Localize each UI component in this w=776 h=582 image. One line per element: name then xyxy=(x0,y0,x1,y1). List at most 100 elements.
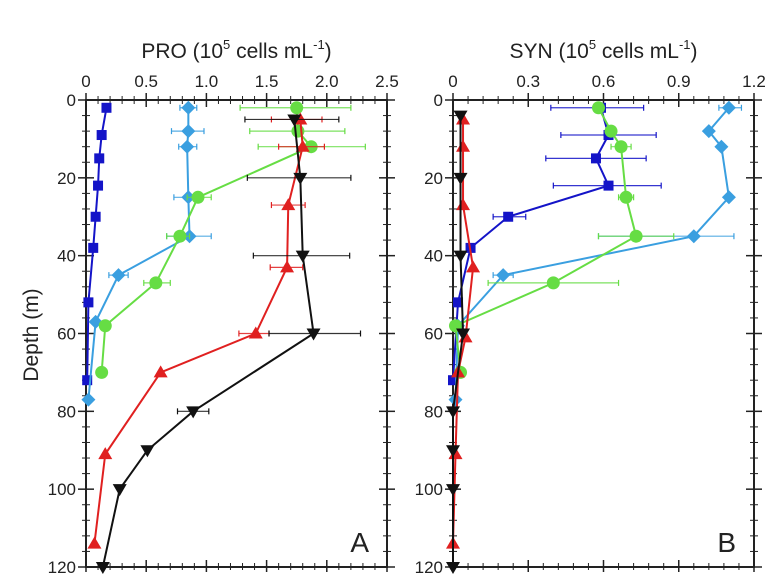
series-triangle-up xyxy=(87,112,325,549)
x-axis-title: PRO (105 cells mL-1) xyxy=(141,37,331,63)
y-tick-label: 60 xyxy=(424,325,443,344)
data-point-diamond xyxy=(181,124,196,139)
data-point-circle xyxy=(619,190,633,204)
data-point-triangle-up xyxy=(466,260,481,273)
panel-b: 0 0.3 0.6 0.9 1.2 0 20 40 60 80 100 120 SYN (105 cel… xyxy=(415,37,766,577)
data-point-triangle-down xyxy=(306,328,321,341)
series-line xyxy=(454,107,730,400)
x-tick-label: 0.9 xyxy=(667,72,691,91)
y-tick-label: 60 xyxy=(57,325,76,344)
x-tick-label: 0 xyxy=(448,72,457,91)
y-tick-label: 0 xyxy=(67,91,76,110)
data-point-triangle-down xyxy=(287,114,302,127)
data-point-triangle-down xyxy=(112,484,127,497)
data-point-triangle-down xyxy=(453,172,468,185)
data-point-square xyxy=(603,180,614,191)
data-point-circle xyxy=(191,190,205,204)
series-line xyxy=(452,119,475,544)
data-point-circle xyxy=(546,276,560,290)
data-point-triangle-up xyxy=(98,447,113,460)
series-line xyxy=(93,119,304,544)
data-point-triangle-down xyxy=(446,484,460,497)
data-point-triangle-down xyxy=(95,562,110,574)
data-point-square xyxy=(90,211,101,222)
y-tick-label: 40 xyxy=(57,247,76,266)
series-square xyxy=(82,102,112,386)
data-point-square xyxy=(82,375,93,386)
y-tick-label: 40 xyxy=(424,247,443,266)
y-axis-label: Depth (m) xyxy=(20,288,43,381)
x-tick-label: 0.3 xyxy=(516,72,540,91)
data-point-diamond xyxy=(81,392,96,407)
data-point-diamond xyxy=(180,139,195,154)
data-point-triangle-up xyxy=(456,198,471,211)
series-circle xyxy=(95,101,366,379)
data-point-circle xyxy=(614,140,628,154)
data-point-circle xyxy=(591,101,605,115)
title-part: 5 xyxy=(223,37,230,52)
data-point-circle xyxy=(98,319,112,333)
data-point-triangle-down xyxy=(453,250,468,263)
data-point-circle xyxy=(604,124,618,138)
data-point-diamond xyxy=(181,100,196,115)
data-point-circle xyxy=(290,101,304,115)
data-point-diamond xyxy=(686,229,701,244)
panel-letter: B xyxy=(717,527,736,558)
data-point-circle xyxy=(95,365,109,379)
y-tick-label: 80 xyxy=(424,402,443,421)
data-point-diamond xyxy=(496,268,511,283)
data-point-triangle-down xyxy=(295,250,310,263)
data-point-square xyxy=(83,297,94,308)
x-tick-label: 2.5 xyxy=(375,72,399,91)
series-line xyxy=(454,107,638,373)
data-point-triangle-down xyxy=(456,328,471,341)
data-point-square xyxy=(96,130,107,141)
data-point-square xyxy=(453,297,464,308)
title-part: -1 xyxy=(313,37,325,52)
data-point-diamond xyxy=(714,139,729,154)
title-part: -1 xyxy=(679,37,691,52)
title-part: ) xyxy=(691,40,698,63)
x-axis-title: SYN (105 cells mL-1) xyxy=(509,37,697,63)
y-tick-label: 100 xyxy=(48,480,76,499)
data-point-triangle-up xyxy=(295,139,310,152)
y-tick-label: 100 xyxy=(415,480,443,499)
y-tick-label: 80 xyxy=(57,402,76,421)
data-point-triangle-up xyxy=(456,139,471,152)
series-triangle-down xyxy=(446,110,471,574)
data-point-square xyxy=(101,102,112,113)
x-tick-label: 2.0 xyxy=(315,72,339,91)
panel-a: 0 0.5 1.0 1.5 2.0 2.5 0 20 40 60 80 100 120 PRO (105 … xyxy=(20,37,399,577)
data-point-triangle-up xyxy=(280,260,295,273)
title-part: SYN (10 xyxy=(509,40,588,63)
data-point-square xyxy=(503,211,514,222)
y-tick-label: 120 xyxy=(415,558,443,577)
data-point-triangle-up xyxy=(87,536,102,549)
y-tick-label: 20 xyxy=(424,169,443,188)
data-point-triangle-down xyxy=(186,406,201,419)
series-line xyxy=(100,107,313,373)
data-point-circle xyxy=(149,276,163,290)
series-line xyxy=(452,115,465,567)
data-point-triangle-down xyxy=(453,110,468,123)
panel-letter: A xyxy=(350,527,369,558)
x-tick-label: 0.5 xyxy=(134,72,158,91)
series-square xyxy=(448,102,662,386)
series-diamond xyxy=(448,100,743,407)
data-point-triangle-up xyxy=(153,365,168,378)
data-point-triangle-down xyxy=(446,445,460,458)
y-tick-label: 120 xyxy=(48,558,76,577)
data-point-diamond xyxy=(701,124,716,139)
y-tick-label: 20 xyxy=(57,169,76,188)
data-point-diamond xyxy=(721,100,736,115)
series-line xyxy=(452,107,610,381)
data-point-diamond xyxy=(111,268,126,283)
data-point-square xyxy=(590,153,601,164)
data-point-square xyxy=(93,180,104,191)
data-point-triangle-down xyxy=(446,406,460,419)
data-point-triangle-down xyxy=(293,172,308,185)
x-tick-label: 1.0 xyxy=(195,72,219,91)
title-part: cells mL xyxy=(230,40,313,63)
series-triangle-down xyxy=(95,114,362,574)
data-point-circle xyxy=(173,229,187,243)
